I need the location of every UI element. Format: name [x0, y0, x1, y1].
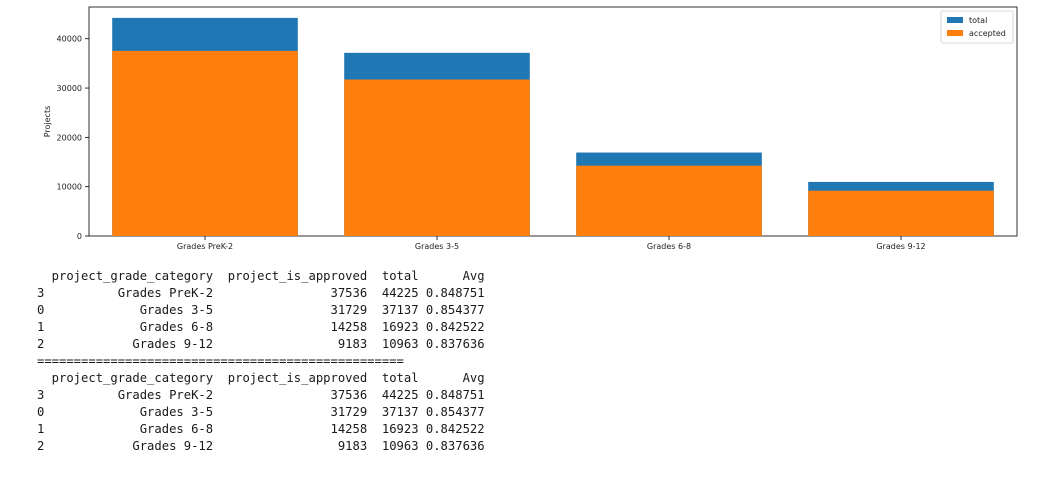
bar-accepted-2 — [344, 79, 530, 236]
table-row: 0 Grades 3-5 31729 37137 0.854377 — [37, 303, 485, 317]
y-tick-label: 10000 — [57, 183, 82, 192]
chart-area: 0 10000 20000 30000 40000 Grades PreK-2 Grades… — [43, 6, 1018, 251]
legend-swatch-accepted — [947, 30, 963, 36]
table-row: 3 Grades PreK-2 37536 44225 0.848751 — [37, 286, 485, 300]
table-header: project_grade_category project_is_approv… — [37, 269, 485, 283]
legend-label-accepted: accepted — [969, 29, 1006, 38]
y-axis-label: Projects — [43, 106, 52, 138]
legend-swatch-total — [947, 17, 963, 23]
table-row: 1 Grades 6-8 14258 16923 0.842522 — [37, 320, 485, 334]
x-tick-label: Grades 9-12 — [876, 242, 925, 251]
table-row: 2 Grades 9-12 9183 10963 0.837636 — [37, 439, 485, 453]
bar-accepted-4 — [808, 190, 994, 236]
table-row: 0 Grades 3-5 31729 37137 0.854377 — [37, 405, 485, 419]
y-tick-label: 30000 — [57, 84, 82, 93]
x-tick-label: Grades PreK-2 — [177, 242, 233, 251]
table-row: 3 Grades PreK-2 37536 44225 0.848751 — [37, 388, 485, 402]
bar-accepted-3 — [576, 165, 762, 236]
x-tick-label: Grades 3-5 — [415, 242, 459, 251]
x-tick-label: Grades 6-8 — [647, 242, 691, 251]
y-tick-label: 20000 — [57, 133, 82, 142]
separator-line: ========================================… — [37, 354, 404, 368]
table-row: 1 Grades 6-8 14258 16923 0.842522 — [37, 422, 485, 436]
table-header: project_grade_category project_is_approv… — [37, 371, 485, 385]
legend-label-total: total — [969, 16, 987, 25]
console-output: project_grade_category project_is_approv… — [37, 268, 485, 455]
y-tick-label: 40000 — [57, 35, 82, 44]
y-tick-label: 0 — [77, 232, 82, 241]
bar-accepted-1 — [112, 50, 298, 237]
table-row: 2 Grades 9-12 9183 10963 0.837636 — [37, 337, 485, 351]
stacked-bar-chart: 0 10000 20000 30000 40000 Grades PreK-2 Grades… — [43, 6, 1018, 251]
